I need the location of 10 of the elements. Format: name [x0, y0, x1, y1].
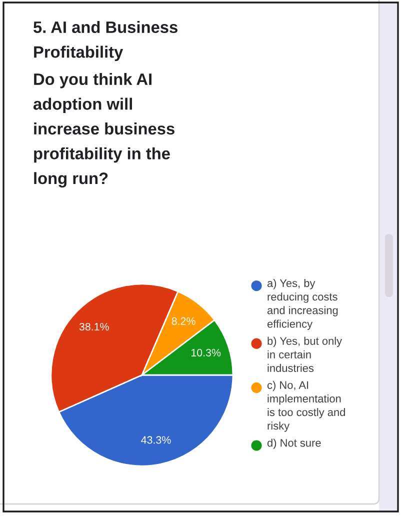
chart-title: 5. AI and Business Profitability: [34, 21, 178, 62]
legend-label: b) Yes, but only in certain industries: [268, 336, 342, 372]
chart-subtitle: Do you think AI adoption will increase business profitability in the long run?: [33, 73, 174, 188]
data-label: 43.3%: [141, 436, 171, 444]
legend-label: c) No, AI implementation is too costly and risky: [267, 380, 345, 432]
data-label: 10.3%: [191, 348, 221, 356]
legend-label: a) Yes, by reducing costs and increasing efficiency: [267, 279, 338, 330]
data-label: 8.2%: [172, 317, 196, 325]
legend-label: d) Not sure: [267, 438, 321, 449]
data-label: 38.1%: [79, 322, 109, 331]
